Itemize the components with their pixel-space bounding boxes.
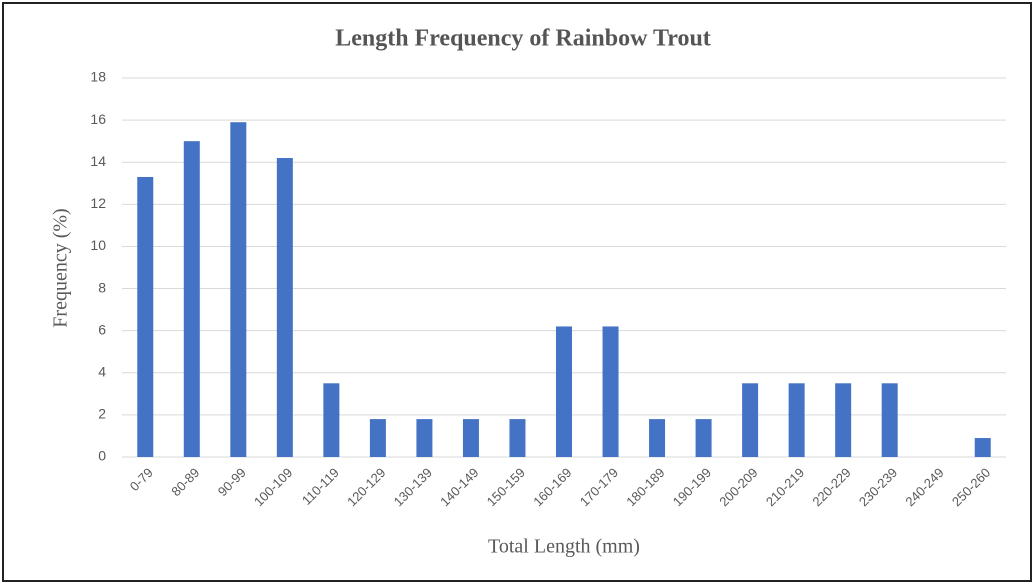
y-tick-label: 4 — [98, 363, 106, 379]
bar — [602, 326, 619, 457]
y-axis-label: Frequency (%) — [50, 208, 72, 327]
bar — [183, 141, 200, 457]
y-tick-label: 12 — [90, 195, 106, 211]
bar — [323, 383, 340, 457]
bar — [649, 419, 666, 457]
bar — [974, 438, 991, 457]
y-tick-label: 14 — [90, 153, 106, 169]
bar — [276, 158, 293, 457]
y-tick-label: 6 — [98, 321, 106, 337]
bar — [835, 383, 852, 457]
y-tick-label: 8 — [98, 279, 106, 295]
bar — [742, 383, 759, 457]
y-tick-label: 18 — [90, 69, 106, 85]
y-tick-label: 16 — [90, 111, 106, 127]
bar — [369, 419, 386, 457]
bar — [416, 419, 433, 457]
bar — [137, 176, 154, 457]
bar — [556, 326, 572, 457]
chart-title: Length Frequency of Rainbow Trout — [335, 26, 711, 52]
bar — [695, 419, 712, 457]
y-tick-label: 0 — [98, 448, 106, 464]
x-axis-label: Total Length (mm) — [488, 536, 640, 558]
bar — [230, 122, 247, 457]
bar — [881, 383, 898, 457]
bar — [788, 383, 805, 457]
y-tick-label: 2 — [98, 406, 106, 422]
y-tick-label: 10 — [90, 237, 106, 253]
bar — [462, 419, 479, 457]
bar — [509, 419, 526, 457]
